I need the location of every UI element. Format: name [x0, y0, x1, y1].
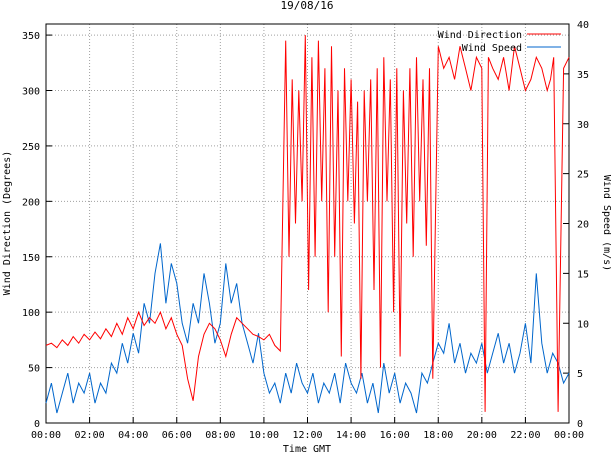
right-tick-label: 25	[577, 170, 589, 181]
right-tick-label: 30	[577, 120, 589, 131]
chart-title: 19/08/16	[281, 0, 334, 12]
left-axis-label: Wind Direction (Degrees)	[2, 151, 13, 296]
legend-label-wind-speed: Wind Speed	[462, 43, 522, 54]
left-tick-label: 300	[22, 87, 40, 98]
right-tick-label: 15	[577, 269, 589, 280]
right-tick-label: 35	[577, 70, 589, 81]
wind-speed-line	[45, 243, 570, 414]
x-tick-label: 04:00	[118, 430, 148, 441]
x-tick-label: 06:00	[162, 430, 192, 441]
x-tick-label: 20:00	[467, 430, 497, 441]
x-axis-ticks: 00:00 02:00 04:00 06:00 08:00 10:00 12:00 14:00…	[31, 417, 584, 441]
left-tick-label: 200	[22, 197, 40, 208]
right-axis-label: Wind Speed (m/s)	[601, 175, 611, 271]
left-tick-label: 50	[28, 364, 40, 375]
x-tick-label: 02:00	[75, 430, 105, 441]
left-tick-label: 150	[22, 253, 40, 264]
left-tick-label: 100	[22, 308, 40, 319]
legend: Wind Direction Wind Speed	[438, 30, 561, 54]
x-tick-label: 00:00	[31, 430, 61, 441]
x-tick-label: 08:00	[205, 430, 235, 441]
right-tick-label: 40	[577, 20, 589, 31]
right-tick-label: 0	[577, 419, 583, 430]
wind-direction-line	[45, 35, 570, 412]
right-tick-label: 20	[577, 220, 589, 231]
x-tick-label: 10:00	[249, 430, 279, 441]
x-tick-label: 22:00	[510, 430, 540, 441]
right-tick-label: 5	[577, 369, 583, 380]
x-tick-label: 00:00	[554, 430, 584, 441]
left-tick-label: 350	[22, 31, 40, 42]
left-axis-ticks: 0 50 100 150 200 250 300 350	[22, 31, 52, 430]
x-tick-label: 16:00	[380, 430, 410, 441]
left-tick-label: 250	[22, 142, 40, 153]
x-tick-label: 14:00	[336, 430, 366, 441]
x-tick-label: 12:00	[292, 430, 322, 441]
right-axis-ticks: 0 5 10 15 20 25 30 35 40	[563, 20, 589, 430]
series-layer	[45, 35, 570, 414]
right-tick-label: 10	[577, 319, 589, 330]
left-tick-label: 0	[34, 419, 40, 430]
x-axis-label: Time GMT	[283, 444, 331, 455]
x-tick-label: 18:00	[423, 430, 453, 441]
legend-label-wind-direction: Wind Direction	[438, 30, 522, 41]
